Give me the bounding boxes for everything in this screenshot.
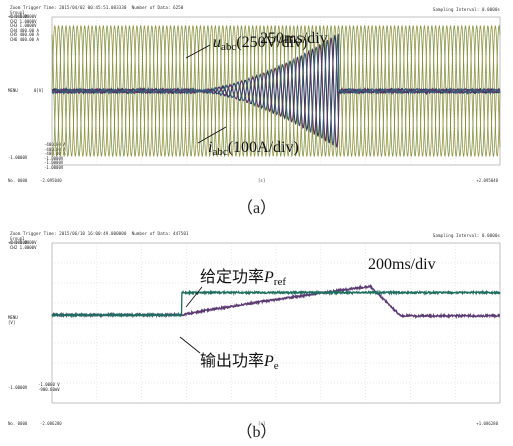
time-div-a: 250ms/div <box>260 30 328 48</box>
current-scale: (100A/div) <box>228 139 299 156</box>
current-annotation: iabc(100A/div) <box>208 139 299 158</box>
reference-symbol: P <box>264 269 274 286</box>
caption-b: （b） <box>0 418 513 442</box>
reference-text: 给定功率 <box>200 269 264 286</box>
oscilloscope-panel-b: Zoom Trigger Time: 2015/06/10 16:00:49.0… <box>8 231 504 426</box>
voltage-symbol: u <box>213 34 221 51</box>
output-text: 输出功率 <box>200 353 264 370</box>
reference-pointer <box>186 287 202 307</box>
output-symbol: P <box>264 353 274 370</box>
output-annotation: 输出功率Pe <box>200 347 279 372</box>
reference-subscript: ref <box>274 276 286 288</box>
output-pointer <box>180 337 200 353</box>
output-subscript: e <box>274 360 279 372</box>
oscilloscope-panel-a: Zoom Trigger Time: 2015/04/02 00:45:51.0… <box>8 5 504 183</box>
reference-annotation: 给定功率Pref <box>200 263 286 288</box>
caption-a: （a） <box>0 194 513 218</box>
voltage-subscript: abc <box>221 41 236 53</box>
time-div-b: 200ms/div <box>368 256 436 274</box>
current-subscript: abc <box>212 146 227 158</box>
